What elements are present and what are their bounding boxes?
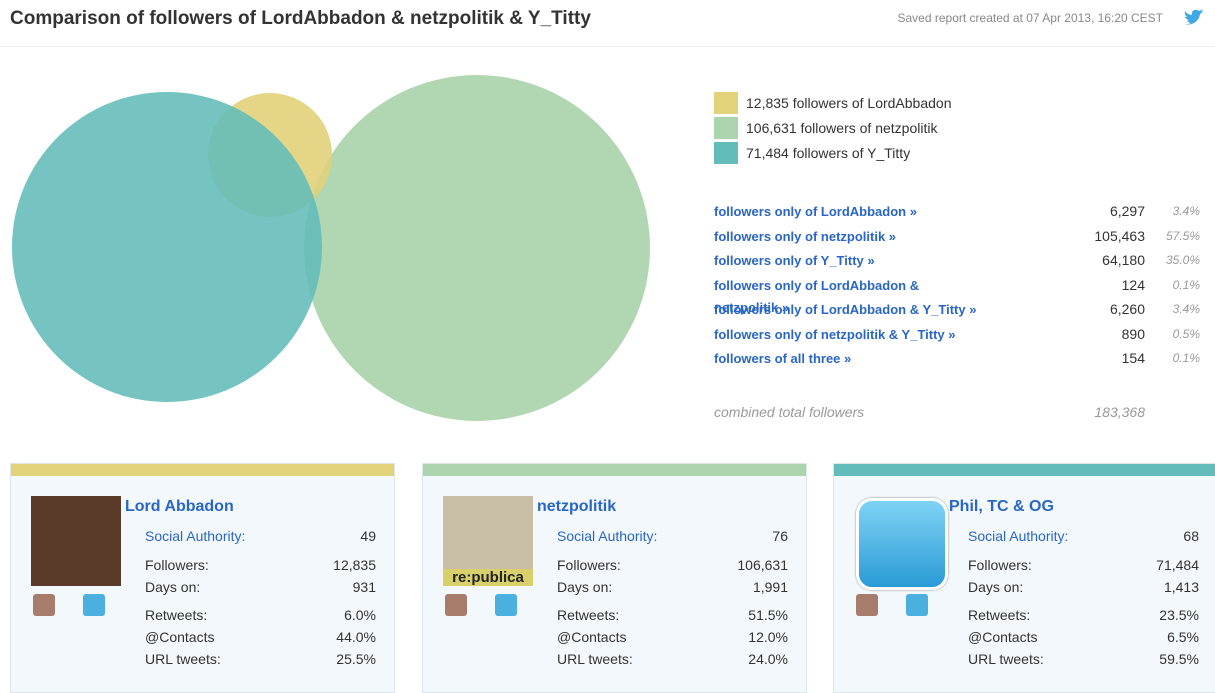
stat-label: Retweets: bbox=[145, 607, 207, 623]
stat-label: URL tweets: bbox=[968, 651, 1044, 667]
stat-label: Social Authority: bbox=[968, 528, 1068, 544]
small-icon[interactable] bbox=[856, 594, 878, 616]
stat-value: 68 bbox=[1104, 528, 1199, 544]
stat-value: 6.0% bbox=[281, 607, 376, 623]
stat-value: 12.0% bbox=[693, 629, 788, 645]
venn-circle bbox=[12, 92, 322, 402]
page: Comparison of followers of LordAbbadon &… bbox=[0, 0, 1215, 685]
stat-count: 105,463 bbox=[1040, 228, 1145, 244]
stat-value: 49 bbox=[281, 528, 376, 544]
stat-value: 12,835 bbox=[281, 557, 376, 573]
stat-label: Followers: bbox=[145, 557, 209, 573]
stat-pct: 3.4% bbox=[1150, 204, 1200, 218]
twitter-icon[interactable] bbox=[1183, 8, 1207, 30]
profile-card: Phil, TC & OG Social Authority: 68 Follower… bbox=[833, 463, 1215, 693]
stat-count: 890 bbox=[1040, 326, 1145, 342]
legend-label: 71,484 followers of Y_Titty bbox=[746, 145, 910, 161]
legend-label: 12,835 followers of LordAbbadon bbox=[746, 95, 951, 111]
stat-link[interactable]: followers only of LordAbbadon » bbox=[714, 201, 984, 223]
stat-pct: 57.5% bbox=[1150, 229, 1200, 243]
stat-label: Retweets: bbox=[968, 607, 1030, 623]
total-count: 183,368 bbox=[1040, 404, 1145, 420]
stat-count: 64,180 bbox=[1040, 252, 1145, 268]
stat-label: Retweets: bbox=[557, 607, 619, 623]
total-label: combined total followers bbox=[714, 404, 864, 420]
legend-swatch bbox=[714, 92, 738, 114]
stat-value: 931 bbox=[281, 579, 376, 595]
avatar: re:publica bbox=[443, 496, 533, 586]
stat-value: 24.0% bbox=[693, 651, 788, 667]
stat-value: 44.0% bbox=[281, 629, 376, 645]
stat-label: Days on: bbox=[557, 579, 612, 595]
stat-link[interactable]: followers only of LordAbbadon & Y_Titty … bbox=[714, 299, 984, 321]
stat-link[interactable]: followers only of Y_Titty » bbox=[714, 250, 984, 272]
card-bar bbox=[11, 464, 394, 476]
stat-label: Days on: bbox=[145, 579, 200, 595]
stat-label: Followers: bbox=[557, 557, 621, 573]
stat-count: 124 bbox=[1040, 277, 1145, 293]
stat-value: 1,991 bbox=[693, 579, 788, 595]
stat-count: 154 bbox=[1040, 350, 1145, 366]
stat-value: 106,631 bbox=[693, 557, 788, 573]
stat-pct: 0.1% bbox=[1150, 278, 1200, 292]
legend-swatch bbox=[714, 117, 738, 139]
divider bbox=[0, 46, 1215, 47]
profile-card: Lord Abbadon Social Authority: 49 Followers… bbox=[10, 463, 395, 693]
small-icon[interactable] bbox=[906, 594, 928, 616]
stat-pct: 0.5% bbox=[1150, 327, 1200, 341]
stat-label: URL tweets: bbox=[557, 651, 633, 667]
stat-label: Social Authority: bbox=[145, 528, 245, 544]
stat-value: 6.5% bbox=[1104, 629, 1199, 645]
card-bar bbox=[423, 464, 806, 476]
stat-link[interactable]: followers only of netzpolitik & Y_Titty … bbox=[714, 324, 984, 346]
stat-value: 51.5% bbox=[693, 607, 788, 623]
stat-value: 1,413 bbox=[1104, 579, 1199, 595]
stat-value: 76 bbox=[693, 528, 788, 544]
card-bar bbox=[834, 464, 1215, 476]
stat-pct: 0.1% bbox=[1150, 351, 1200, 365]
avatar-caption: re:publica bbox=[443, 569, 533, 586]
venn-circle bbox=[304, 75, 650, 421]
stat-count: 6,297 bbox=[1040, 203, 1145, 219]
stat-label: Followers: bbox=[968, 557, 1032, 573]
avatar bbox=[856, 498, 948, 590]
avatar bbox=[31, 496, 121, 586]
legend-swatch bbox=[714, 142, 738, 164]
stat-value: 71,484 bbox=[1104, 557, 1199, 573]
stat-value: 23.5% bbox=[1104, 607, 1199, 623]
small-icon[interactable] bbox=[33, 594, 55, 616]
stat-value: 59.5% bbox=[1104, 651, 1199, 667]
card-name[interactable]: netzpolitik bbox=[537, 498, 616, 516]
small-icon[interactable] bbox=[83, 594, 105, 616]
small-icon[interactable] bbox=[495, 594, 517, 616]
small-icon[interactable] bbox=[445, 594, 467, 616]
venn-diagram bbox=[0, 60, 680, 440]
stat-value: 25.5% bbox=[281, 651, 376, 667]
saved-text: Saved report created at 07 Apr 2013, 16:… bbox=[898, 11, 1164, 25]
card-name[interactable]: Lord Abbadon bbox=[125, 498, 234, 516]
stat-pct: 35.0% bbox=[1150, 253, 1200, 267]
stat-link[interactable]: followers only of netzpolitik » bbox=[714, 226, 984, 248]
stat-label: URL tweets: bbox=[145, 651, 221, 667]
card-name[interactable]: Phil, TC & OG bbox=[949, 498, 1054, 516]
stat-link[interactable]: followers of all three » bbox=[714, 348, 984, 370]
stat-label: @Contacts bbox=[557, 629, 626, 645]
stat-label: Social Authority: bbox=[557, 528, 657, 544]
legend-label: 106,631 followers of netzpolitik bbox=[746, 120, 937, 136]
stat-label: @Contacts bbox=[145, 629, 214, 645]
profile-card: re:publica netzpolitik Social Authority: 76… bbox=[422, 463, 807, 693]
stat-label: Days on: bbox=[968, 579, 1023, 595]
stat-pct: 3.4% bbox=[1150, 302, 1200, 316]
stat-count: 6,260 bbox=[1040, 301, 1145, 317]
report-title: Comparison of followers of LordAbbadon &… bbox=[10, 8, 591, 30]
stat-label: @Contacts bbox=[968, 629, 1037, 645]
